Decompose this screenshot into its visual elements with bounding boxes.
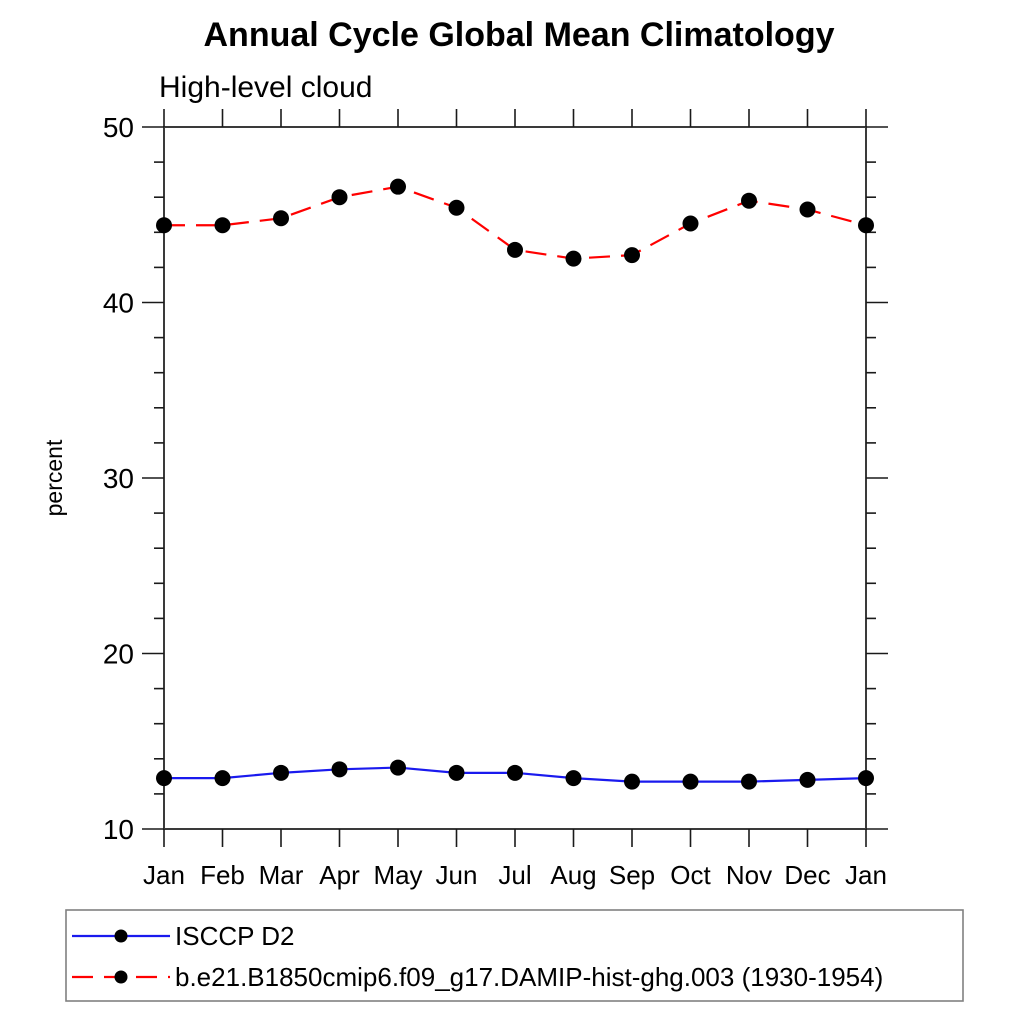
- x-tick-label: Dec: [784, 860, 830, 890]
- y-tick-label: 40: [103, 288, 134, 319]
- data-point: [858, 217, 874, 234]
- data-point: [507, 241, 523, 258]
- data-point: [156, 217, 172, 234]
- x-tick-label: Mar: [259, 860, 304, 890]
- x-tick-label: Nov: [726, 860, 772, 890]
- x-tick-label: Jan: [845, 860, 887, 890]
- legend-item: ISCCP D2: [72, 921, 294, 951]
- data-point: [156, 770, 172, 787]
- x-tick-label: May: [373, 860, 422, 890]
- data-point: [858, 770, 874, 787]
- data-point: [273, 764, 289, 781]
- y-tick-label: 20: [103, 639, 134, 670]
- chart-subtitle: High-level cloud: [159, 71, 372, 104]
- legend-label: ISCCP D2: [175, 921, 294, 951]
- data-point: [390, 759, 406, 776]
- data-point: [741, 773, 757, 790]
- data-point: [448, 199, 465, 216]
- plot-frame: [163, 126, 867, 830]
- legend-marker: [114, 929, 128, 943]
- data-point: [214, 217, 231, 234]
- legend: ISCCP D2 b.e21.B1850cmip6.f09_g17.DAMIP-h…: [65, 909, 964, 1002]
- data-point: [682, 773, 699, 790]
- y-axis-label: percent: [41, 439, 67, 516]
- data-point: [741, 192, 757, 209]
- data-point: [565, 250, 582, 267]
- x-axis-tick-labels: Jan Feb Mar Apr May Jun Jul Aug Sep Oct Nov Dec Jan: [143, 860, 887, 890]
- legend-box: [65, 909, 964, 1002]
- data-point: [565, 770, 582, 787]
- x-tick-label: Feb: [200, 860, 245, 890]
- data-point: [624, 247, 640, 264]
- data-point: [682, 215, 699, 232]
- x-tick-label: Aug: [550, 860, 596, 890]
- data-point: [214, 770, 231, 787]
- y-tick-label: 50: [103, 112, 134, 143]
- chart-title: Annual Cycle Global Mean Climatology: [204, 16, 835, 54]
- data-point: [331, 189, 348, 206]
- x-tick-label: Apr: [319, 860, 360, 890]
- data-point: [799, 771, 816, 788]
- data-point: [448, 764, 465, 781]
- axis-ticks: [142, 109, 888, 847]
- y-tick-label: 10: [103, 814, 134, 845]
- data-point: [507, 764, 523, 781]
- legend-item: b.e21.B1850cmip6.f09_g17.DAMIP-hist-ghg.…: [72, 962, 883, 992]
- legend-label: b.e21.B1850cmip6.f09_g17.DAMIP-hist-ghg.…: [175, 962, 883, 992]
- data-point: [390, 178, 406, 195]
- data-point: [331, 761, 348, 778]
- data-point: [799, 201, 816, 218]
- series-group: [156, 178, 874, 790]
- x-tick-label: Oct: [670, 860, 711, 890]
- x-tick-label: Jul: [498, 860, 531, 890]
- y-tick-label: 30: [103, 463, 134, 494]
- y-axis-tick-labels: 10 20 30 40 50: [103, 112, 134, 845]
- legend-marker: [114, 970, 128, 984]
- data-point: [273, 210, 289, 227]
- x-tick-label: Jan: [143, 860, 185, 890]
- x-tick-label: Sep: [609, 860, 655, 890]
- x-tick-label: Jun: [436, 860, 478, 890]
- data-point: [624, 773, 640, 790]
